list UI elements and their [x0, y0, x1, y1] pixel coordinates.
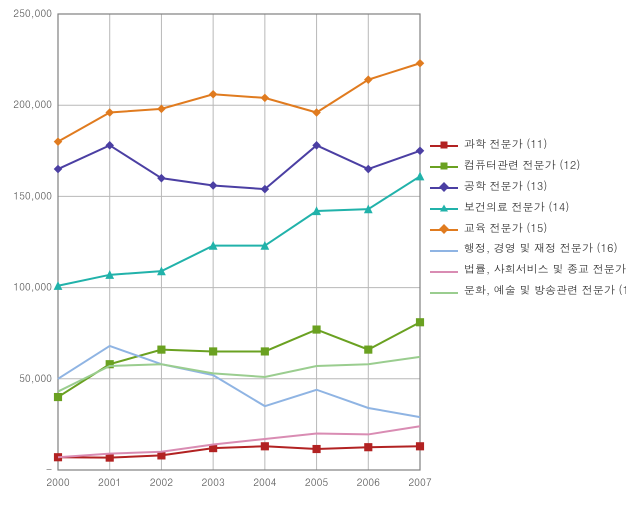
- x-tick-label: 2000: [46, 475, 69, 489]
- legend-item-s14: 보건의료 전문가 (14): [430, 198, 626, 219]
- diamond-marker-icon: [439, 182, 449, 192]
- legend-item-s12: 컴퓨터관련 전문가 (12): [430, 156, 626, 177]
- legend: 과학 전문가 (11)컴퓨터관련 전문가 (12)공학 전문가 (13)보건의료…: [430, 135, 626, 302]
- y-tick-label: -: [46, 462, 52, 476]
- legend-label: 컴퓨터관련 전문가 (12): [464, 156, 580, 177]
- legend-label: 행정, 경영 및 재정 전문가 (16): [464, 239, 618, 260]
- square-marker-icon: [441, 163, 448, 170]
- legend-item-s13: 공학 전문가 (13): [430, 177, 626, 198]
- legend-item-s11: 과학 전문가 (11): [430, 135, 626, 156]
- legend-label: 교육 전문가 (15): [464, 219, 547, 240]
- y-tick-label: 150,000: [13, 188, 52, 202]
- legend-item-s16: 행정, 경영 및 재정 전문가 (16): [430, 239, 626, 260]
- x-tick-label: 2003: [201, 475, 224, 489]
- legend-label: 문화, 예술 및 방송관련 전문가 (18): [464, 281, 626, 302]
- x-tick-label: 2004: [253, 475, 276, 489]
- y-tick-label: 50,000: [19, 371, 52, 385]
- x-tick-label: 2007: [408, 475, 431, 489]
- y-tick-label: 100,000: [13, 280, 52, 294]
- legend-item-s18: 문화, 예술 및 방송관련 전문가 (18): [430, 281, 626, 302]
- legend-label: 과학 전문가 (11): [464, 135, 547, 156]
- x-tick-label: 2006: [357, 475, 380, 489]
- x-tick-label: 2001: [98, 475, 121, 489]
- legend-item-s15: 교육 전문가 (15): [430, 219, 626, 240]
- y-tick-label: 250,000: [13, 6, 52, 20]
- legend-label: 법률, 사회서비스 및 종교 전문가 (17): [464, 260, 626, 281]
- x-tick-label: 2002: [150, 475, 173, 489]
- legend-label: 보건의료 전문가 (14): [464, 198, 569, 219]
- chart-container: - 50,000 100,000 150,000 200,000 250,000 2000 2…: [0, 0, 626, 505]
- legend-item-s17: 법률, 사회서비스 및 종교 전문가 (17): [430, 260, 626, 281]
- y-tick-label: 200,000: [13, 97, 52, 111]
- x-tick-label: 2005: [305, 475, 328, 489]
- square-marker-icon: [441, 142, 448, 149]
- legend-label: 공학 전문가 (13): [464, 177, 547, 198]
- diamond-marker-icon: [439, 224, 449, 234]
- triangle-marker-icon: [440, 205, 448, 212]
